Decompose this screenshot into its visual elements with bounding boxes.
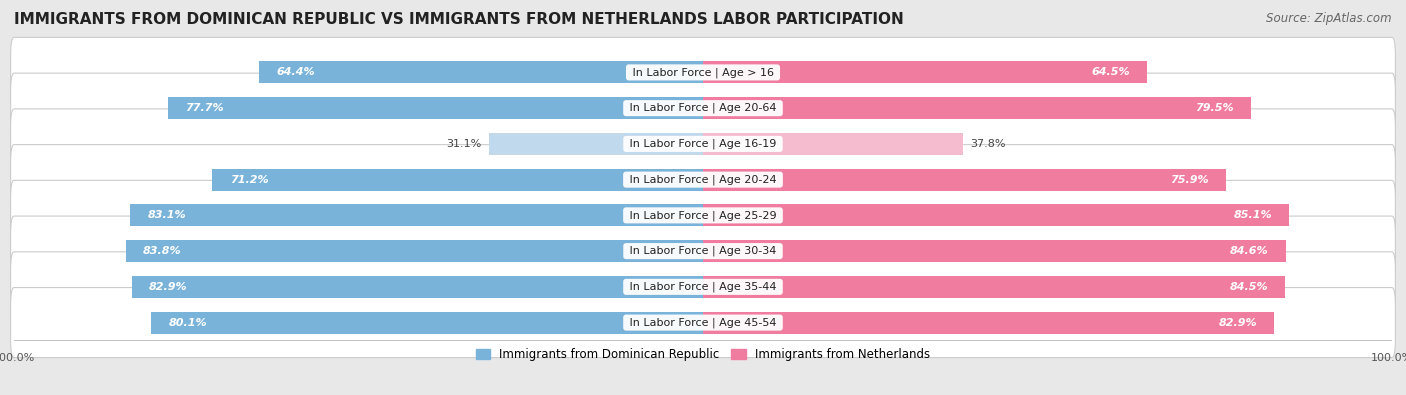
Text: In Labor Force | Age 20-24: In Labor Force | Age 20-24 bbox=[626, 174, 780, 185]
Text: IMMIGRANTS FROM DOMINICAN REPUBLIC VS IMMIGRANTS FROM NETHERLANDS LABOR PARTICIP: IMMIGRANTS FROM DOMINICAN REPUBLIC VS IM… bbox=[14, 12, 904, 27]
FancyBboxPatch shape bbox=[11, 109, 1395, 179]
FancyBboxPatch shape bbox=[11, 145, 1395, 214]
Bar bbox=[489, 133, 703, 155]
Text: 64.4%: 64.4% bbox=[277, 68, 315, 77]
Bar bbox=[167, 97, 703, 119]
Bar bbox=[703, 169, 1226, 191]
Text: 77.7%: 77.7% bbox=[186, 103, 224, 113]
Text: 85.1%: 85.1% bbox=[1233, 211, 1272, 220]
Text: In Labor Force | Age 16-19: In Labor Force | Age 16-19 bbox=[626, 139, 780, 149]
Bar bbox=[703, 97, 1251, 119]
Text: In Labor Force | Age 20-64: In Labor Force | Age 20-64 bbox=[626, 103, 780, 113]
FancyBboxPatch shape bbox=[11, 181, 1395, 250]
FancyBboxPatch shape bbox=[11, 288, 1395, 357]
Text: 75.9%: 75.9% bbox=[1170, 175, 1209, 184]
Text: Source: ZipAtlas.com: Source: ZipAtlas.com bbox=[1267, 12, 1392, 25]
Bar bbox=[131, 204, 703, 226]
Text: 64.5%: 64.5% bbox=[1091, 68, 1130, 77]
Text: 37.8%: 37.8% bbox=[970, 139, 1005, 149]
Bar bbox=[212, 169, 703, 191]
Bar bbox=[259, 61, 703, 83]
FancyBboxPatch shape bbox=[11, 252, 1395, 322]
Bar bbox=[132, 276, 703, 298]
Text: 84.5%: 84.5% bbox=[1229, 282, 1268, 292]
Bar bbox=[125, 240, 703, 262]
Bar bbox=[152, 312, 703, 334]
FancyBboxPatch shape bbox=[11, 73, 1395, 143]
Text: 83.8%: 83.8% bbox=[143, 246, 181, 256]
Bar bbox=[703, 312, 1274, 334]
Bar bbox=[703, 240, 1286, 262]
Bar bbox=[703, 204, 1289, 226]
Text: 82.9%: 82.9% bbox=[149, 282, 188, 292]
Text: 83.1%: 83.1% bbox=[148, 211, 187, 220]
FancyBboxPatch shape bbox=[11, 38, 1395, 107]
Text: In Labor Force | Age 45-54: In Labor Force | Age 45-54 bbox=[626, 317, 780, 328]
Text: In Labor Force | Age 30-34: In Labor Force | Age 30-34 bbox=[626, 246, 780, 256]
Text: 79.5%: 79.5% bbox=[1195, 103, 1233, 113]
Bar bbox=[703, 276, 1285, 298]
Text: 71.2%: 71.2% bbox=[229, 175, 269, 184]
Text: 82.9%: 82.9% bbox=[1218, 318, 1257, 327]
Text: 31.1%: 31.1% bbox=[447, 139, 482, 149]
Text: In Labor Force | Age > 16: In Labor Force | Age > 16 bbox=[628, 67, 778, 78]
Text: 80.1%: 80.1% bbox=[169, 318, 207, 327]
FancyBboxPatch shape bbox=[11, 216, 1395, 286]
Text: In Labor Force | Age 35-44: In Labor Force | Age 35-44 bbox=[626, 282, 780, 292]
Text: 84.6%: 84.6% bbox=[1230, 246, 1268, 256]
Text: In Labor Force | Age 25-29: In Labor Force | Age 25-29 bbox=[626, 210, 780, 221]
Legend: Immigrants from Dominican Republic, Immigrants from Netherlands: Immigrants from Dominican Republic, Immi… bbox=[471, 343, 935, 366]
Bar bbox=[703, 61, 1147, 83]
Bar bbox=[703, 133, 963, 155]
